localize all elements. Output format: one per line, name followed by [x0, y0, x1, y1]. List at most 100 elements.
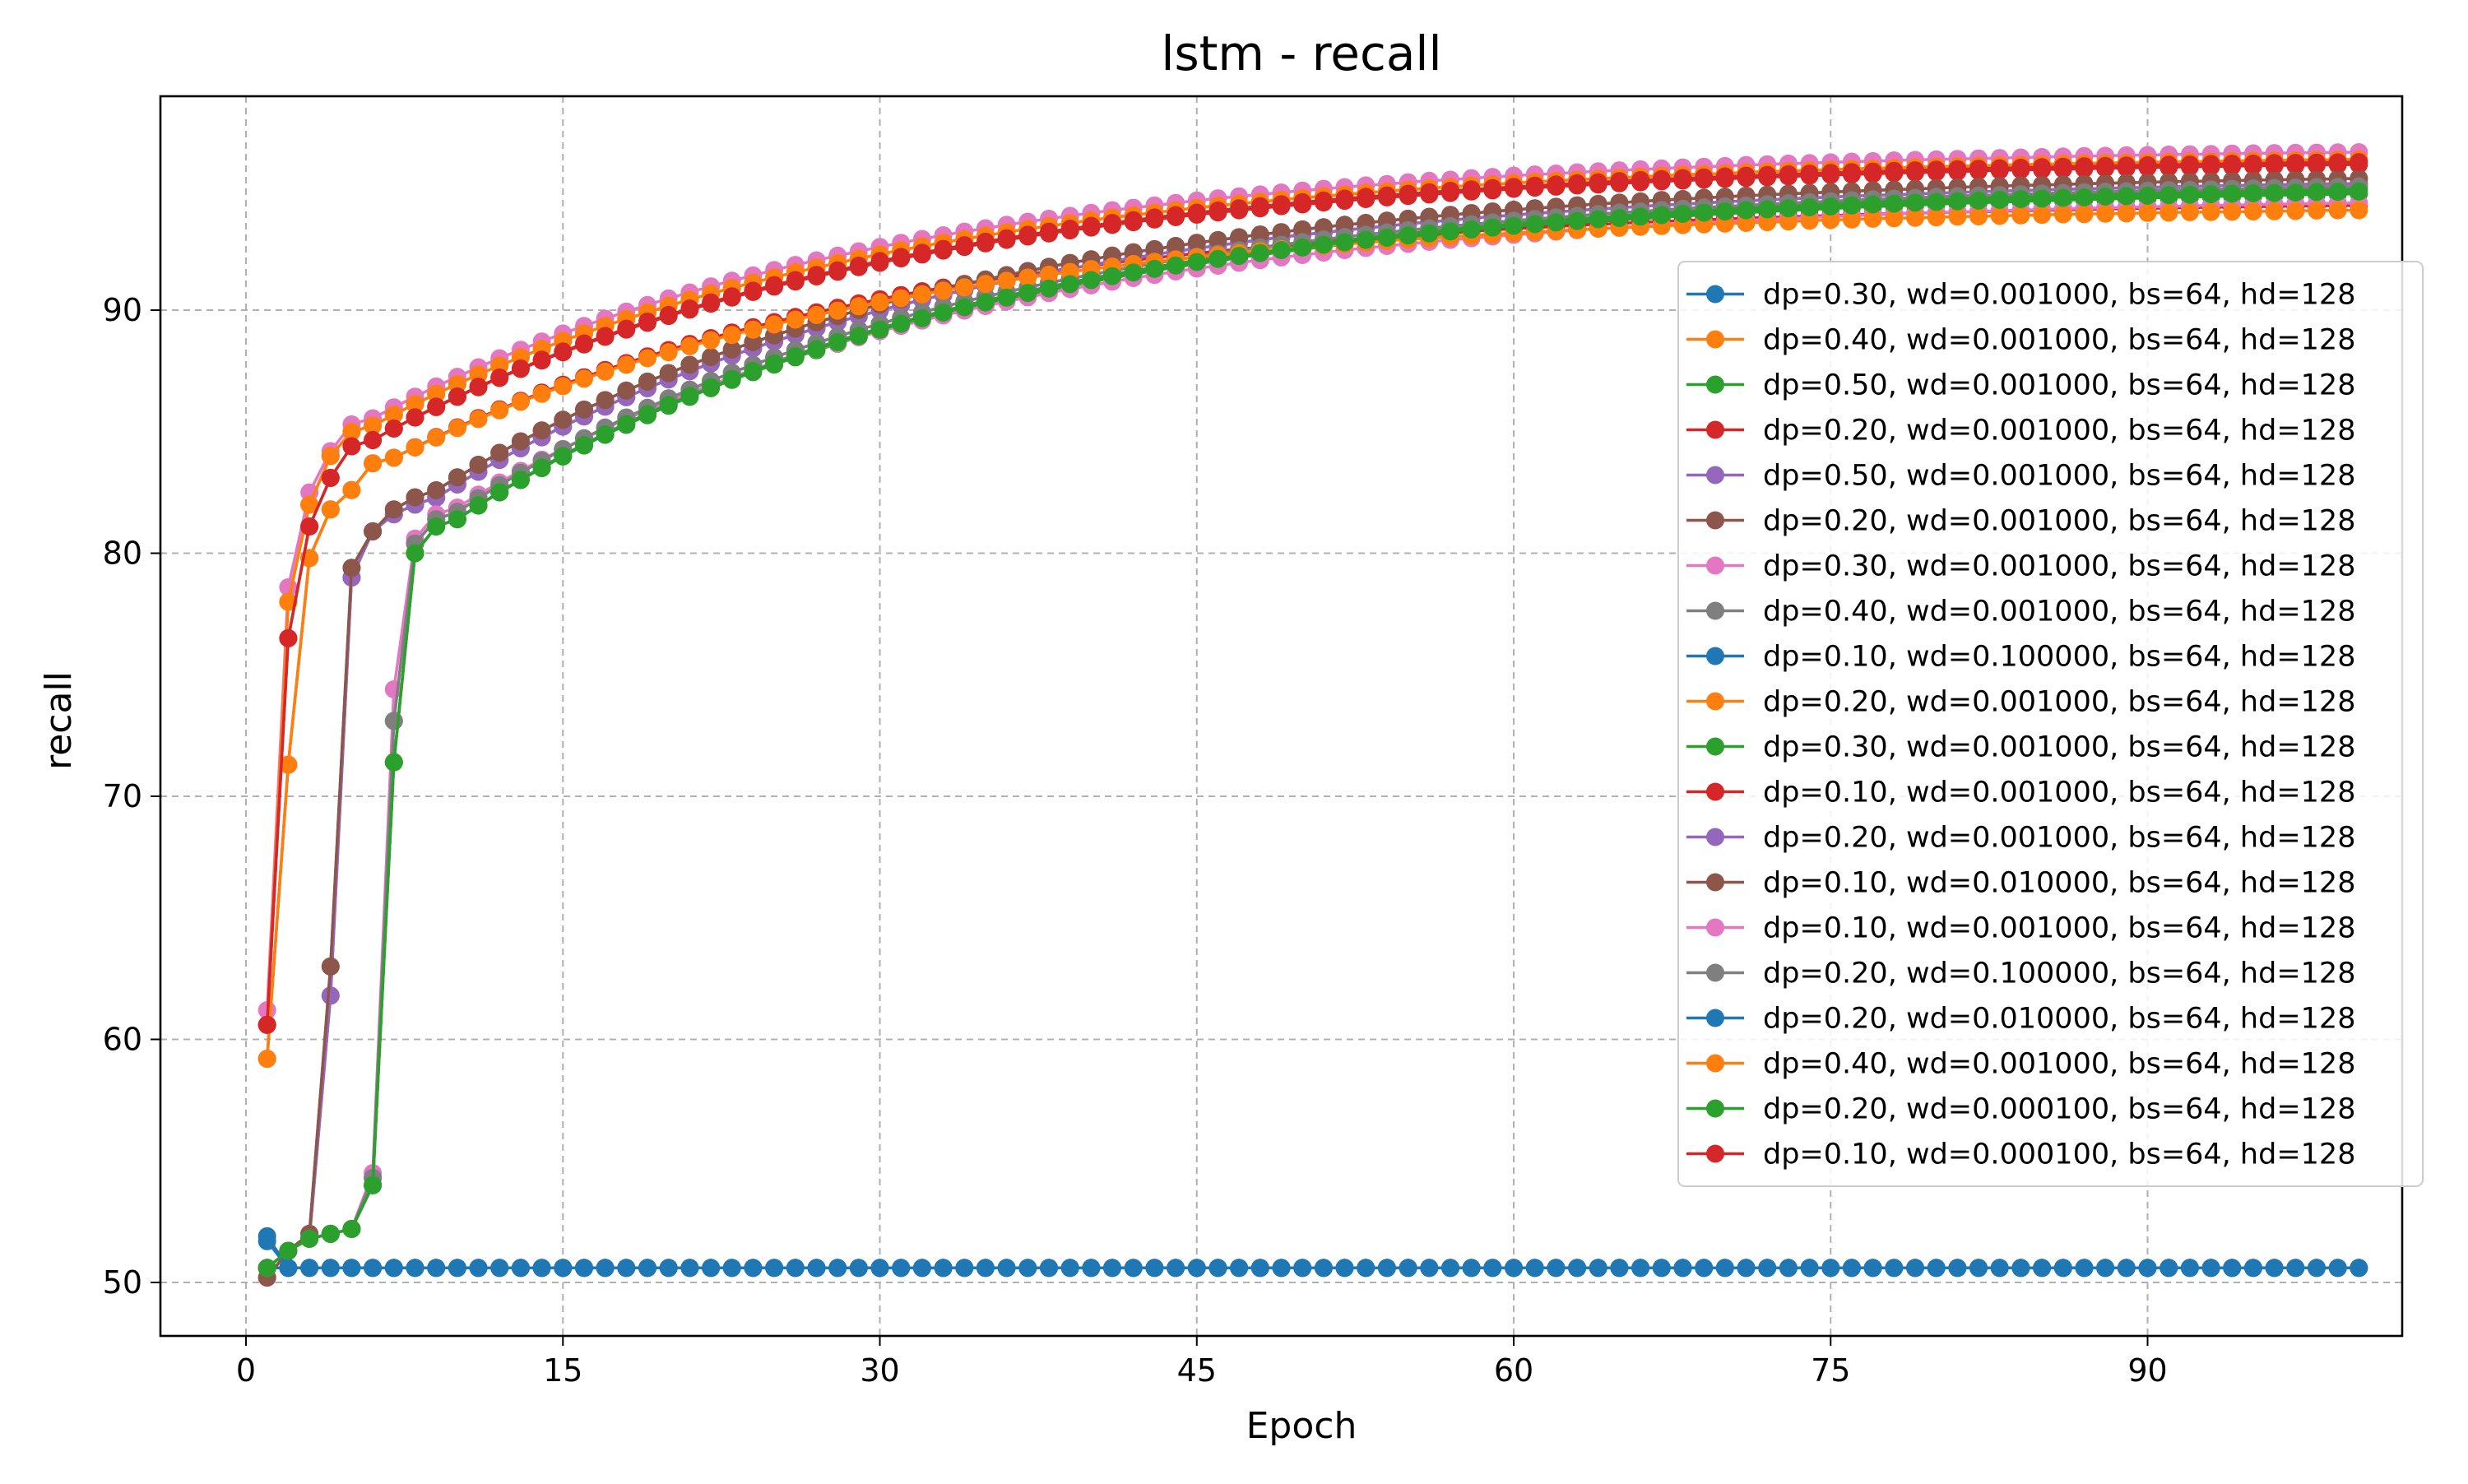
- data-point: [617, 1259, 636, 1278]
- data-point: [2138, 1259, 2157, 1278]
- data-point: [2075, 188, 2094, 206]
- data-point: [870, 1259, 889, 1278]
- data-point: [702, 331, 721, 350]
- data-point: [912, 243, 931, 262]
- data-point: [765, 315, 784, 334]
- legend-label: dp=0.20, wd=0.000100, bs=64, hd=128: [1763, 1093, 2355, 1126]
- legend-item: dp=0.40, wd=0.001000, bs=64, hd=128: [1686, 596, 2355, 628]
- series-20: [257, 153, 2368, 1034]
- data-point: [2075, 157, 2094, 176]
- data-point: [2096, 188, 2115, 206]
- data-point: [680, 299, 699, 318]
- data-point: [1969, 160, 1988, 179]
- data-point: [575, 436, 593, 454]
- data-point: [807, 266, 826, 285]
- data-point: [1969, 207, 1988, 225]
- data-point: [1230, 247, 1249, 266]
- legend-label: dp=0.30, wd=0.001000, bs=64, hd=128: [1763, 731, 2355, 764]
- data-point: [955, 278, 974, 297]
- data-point: [955, 236, 974, 255]
- data-point: [2180, 185, 2199, 204]
- data-point: [680, 336, 699, 355]
- data-point: [321, 1259, 340, 1278]
- data-point: [448, 510, 466, 529]
- data-point: [2117, 1259, 2136, 1278]
- data-point: [2328, 1259, 2347, 1278]
- data-point: [1040, 222, 1058, 241]
- data-point: [575, 334, 593, 353]
- data-point: [1187, 1259, 1206, 1278]
- data-point: [1187, 203, 1206, 222]
- data-point: [2286, 1259, 2305, 1278]
- data-point: [659, 364, 678, 383]
- data-point: [384, 712, 403, 730]
- data-point: [1060, 1259, 1079, 1278]
- data-point: [1505, 1259, 1523, 1278]
- legend-swatch-marker: [1706, 601, 1724, 620]
- data-point: [406, 1259, 424, 1278]
- data-point: [1145, 1259, 1164, 1278]
- data-point: [1335, 233, 1354, 252]
- data-point: [469, 410, 488, 429]
- data-point: [1525, 1259, 1544, 1278]
- data-point: [638, 405, 656, 424]
- data-point: [1779, 212, 1798, 231]
- data-point: [638, 1259, 656, 1278]
- data-point: [1420, 224, 1439, 243]
- data-point: [1505, 178, 1523, 197]
- legend-item: dp=0.30, wd=0.001000, bs=64, hd=128: [1686, 279, 2355, 312]
- data-point: [722, 369, 741, 388]
- data-point: [2033, 206, 2052, 225]
- legend-item: dp=0.20, wd=0.001000, bs=64, hd=128: [1686, 686, 2355, 719]
- data-point: [490, 483, 509, 502]
- data-point: [554, 377, 573, 396]
- data-point: [1187, 253, 1206, 271]
- data-point: [2096, 156, 2115, 175]
- data-point: [1293, 192, 1312, 211]
- data-point: [1377, 229, 1396, 247]
- data-point: [364, 1259, 383, 1278]
- data-point: [1821, 164, 1840, 183]
- data-point: [1800, 1259, 1819, 1278]
- data-point: [1187, 234, 1206, 253]
- data-point: [1589, 173, 1607, 192]
- data-point: [490, 443, 509, 462]
- data-point: [342, 480, 361, 499]
- data-point: [490, 401, 509, 420]
- data-point: [1060, 220, 1079, 238]
- data-point: [1695, 168, 1714, 187]
- legend-swatch-marker: [1706, 1099, 1724, 1118]
- data-point: [934, 304, 953, 322]
- data-point: [511, 1259, 530, 1278]
- data-point: [384, 406, 403, 424]
- data-point: [427, 397, 446, 416]
- data-point: [1885, 194, 1904, 213]
- data-point: [427, 481, 446, 499]
- data-point: [807, 1259, 826, 1278]
- data-point: [744, 320, 763, 339]
- series-18: [257, 201, 2368, 1069]
- data-point: [1906, 193, 1924, 212]
- data-point: [870, 320, 889, 339]
- data-point: [1863, 209, 1882, 228]
- data-point: [1124, 263, 1143, 282]
- data-point: [1589, 210, 1607, 229]
- y-tick-label: 50: [103, 1264, 142, 1301]
- y-tick-label: 60: [103, 1022, 142, 1058]
- data-point: [1737, 214, 1756, 232]
- data-point: [2223, 184, 2242, 203]
- data-point: [892, 1259, 911, 1278]
- data-point: [912, 308, 931, 327]
- legend-swatch-marker: [1706, 556, 1724, 575]
- series-line: [266, 177, 2359, 1279]
- data-point: [1695, 1259, 1714, 1278]
- series-line: [266, 182, 2359, 1269]
- y-axis-label: recall: [38, 671, 80, 770]
- data-point: [1462, 220, 1481, 239]
- data-point: [997, 229, 1016, 248]
- legend-swatch-marker: [1706, 963, 1724, 982]
- data-point: [1758, 200, 1777, 219]
- legend-swatch-marker: [1706, 285, 1724, 304]
- data-point: [1018, 225, 1037, 244]
- data-point: [1568, 1259, 1587, 1278]
